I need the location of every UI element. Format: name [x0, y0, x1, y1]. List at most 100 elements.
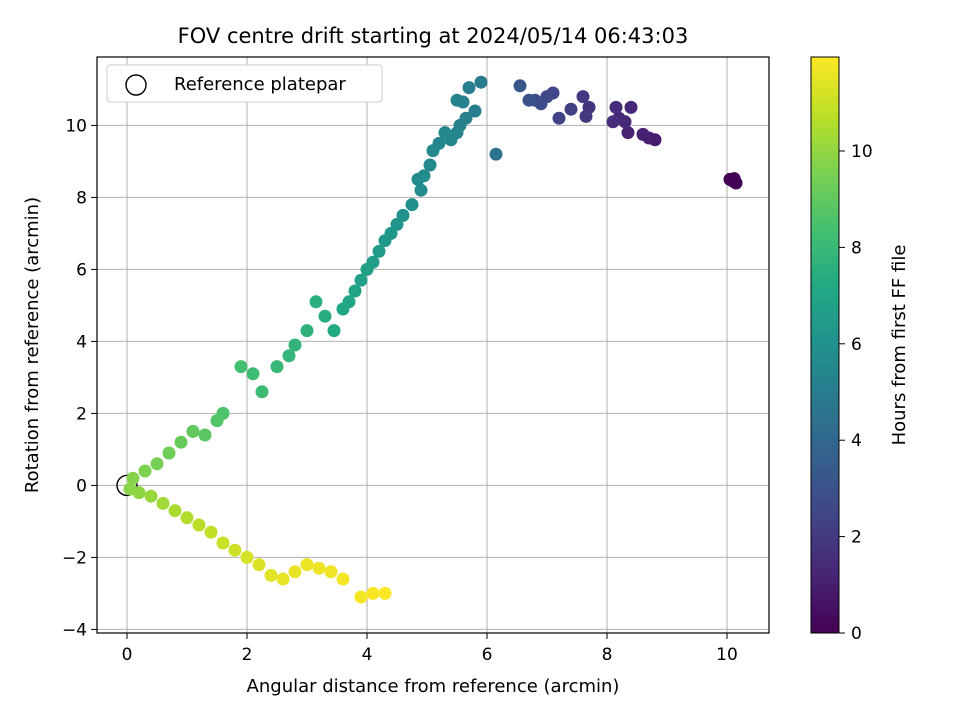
scatter-point — [522, 93, 536, 107]
scatter-point — [210, 414, 224, 428]
scatter-point — [312, 561, 326, 575]
scatter-point — [168, 504, 182, 518]
legend-label-reference: Reference platepar — [174, 74, 346, 95]
x-tick-label: 6 — [482, 645, 493, 665]
data-points — [116, 75, 743, 604]
colorbar-tick-label: 10 — [851, 142, 873, 162]
y-tick-label: 8 — [76, 188, 87, 208]
x-axis-ticks: 0 2 4 6 8 10 — [122, 633, 738, 665]
scatter-point — [372, 244, 386, 258]
colorbar-tick-label: 2 — [851, 528, 862, 548]
scatter-point — [348, 284, 362, 298]
scatter-point — [255, 385, 269, 399]
y-tick-label: −2 — [62, 548, 87, 568]
scatter-point — [270, 360, 284, 374]
scatter-point — [252, 558, 266, 572]
colorbar-tick-label: 8 — [851, 238, 862, 258]
x-tick-label: 4 — [362, 645, 373, 665]
scatter-point — [162, 446, 176, 460]
scatter-point — [288, 338, 302, 352]
scatter-point — [636, 127, 650, 141]
scatter-point — [426, 144, 440, 158]
scatter-point — [204, 525, 218, 539]
y-tick-label: 4 — [76, 332, 87, 352]
x-tick-label: 8 — [602, 645, 613, 665]
colorbar-tick-label: 6 — [851, 335, 862, 355]
scatter-point — [624, 100, 638, 114]
scatter-point — [727, 172, 741, 186]
legend-box — [106, 64, 383, 103]
scatter-point — [438, 126, 452, 140]
y-tick-label: 0 — [76, 476, 87, 496]
scatter-point — [468, 104, 482, 118]
colorbar-gradient — [810, 56, 840, 634]
colorbar-label: Hours from first FF file — [889, 245, 910, 446]
scatter-point — [462, 81, 476, 95]
scatter-point — [240, 550, 254, 564]
scatter-point — [366, 586, 380, 600]
scatter-point — [564, 102, 578, 116]
scatter-point — [300, 324, 314, 338]
scatter-point — [276, 572, 290, 586]
x-tick-label: 0 — [122, 645, 133, 665]
scatter-point — [423, 158, 437, 172]
x-tick-label: 10 — [716, 645, 738, 665]
scatter-point — [192, 518, 206, 532]
scatter-point — [288, 565, 302, 579]
scatter-point — [474, 75, 488, 89]
scatter-point — [150, 457, 164, 471]
scatter-point — [144, 489, 158, 503]
chart-title: FOV centre drift starting at 2024/05/14 … — [178, 24, 689, 48]
scatter-point — [156, 496, 170, 510]
scatter-point — [336, 572, 350, 586]
scatter-point — [132, 486, 146, 500]
scatter-point — [606, 115, 620, 129]
scatter-point — [405, 198, 419, 212]
scatter-point — [234, 360, 248, 374]
scatter-point — [450, 93, 464, 107]
scatter-point — [354, 590, 368, 604]
scatter-point — [414, 183, 428, 197]
scatter-point — [228, 543, 242, 557]
legend-marker-reference — [125, 74, 147, 96]
scatter-point — [174, 435, 188, 449]
scatter-point — [552, 111, 566, 125]
scatter-point — [609, 100, 623, 114]
scatter-point — [579, 109, 593, 123]
scatter-point — [360, 262, 374, 276]
scatter-point — [126, 471, 140, 485]
y-tick-label: −4 — [62, 620, 87, 640]
y-tick-label: 6 — [76, 260, 87, 280]
scatter-point — [300, 558, 314, 572]
y-tick-label: 10 — [65, 116, 87, 136]
scatter-point — [324, 565, 338, 579]
scatter-point — [378, 234, 392, 248]
y-tick-label: 2 — [76, 404, 87, 424]
scatter-point — [198, 428, 212, 442]
scatter-point — [309, 295, 323, 309]
colorbar-ticks: 0 2 4 6 8 10 — [839, 142, 873, 644]
x-tick-label: 2 — [242, 645, 253, 665]
scatter-point — [180, 511, 194, 525]
scatter-point — [354, 273, 368, 287]
scatter-point — [216, 536, 230, 550]
y-axis-label: Rotation from reference (arcmin) — [22, 197, 43, 493]
scatter-point — [264, 568, 278, 582]
plot-frame — [96, 56, 770, 634]
y-axis-ticks: −4 −2 0 2 4 6 8 10 — [62, 116, 97, 640]
scatter-point — [246, 367, 260, 381]
scatter-point — [489, 147, 503, 161]
legend: Reference platepar — [106, 64, 383, 103]
reference-platepar-marker — [116, 474, 138, 497]
x-axis-label: Angular distance from reference (arcmin) — [247, 676, 620, 697]
scatter-point — [318, 309, 332, 323]
scatter-point — [186, 424, 200, 438]
colorbar-tick-label: 4 — [851, 431, 862, 451]
scatter-point — [621, 126, 635, 140]
scatter-point — [378, 586, 392, 600]
grid-lines — [97, 57, 769, 633]
scatter-point — [576, 90, 590, 104]
scatter-point — [282, 349, 296, 363]
colorbar: 0 2 4 6 8 10 Hours from first FF file — [810, 56, 910, 644]
